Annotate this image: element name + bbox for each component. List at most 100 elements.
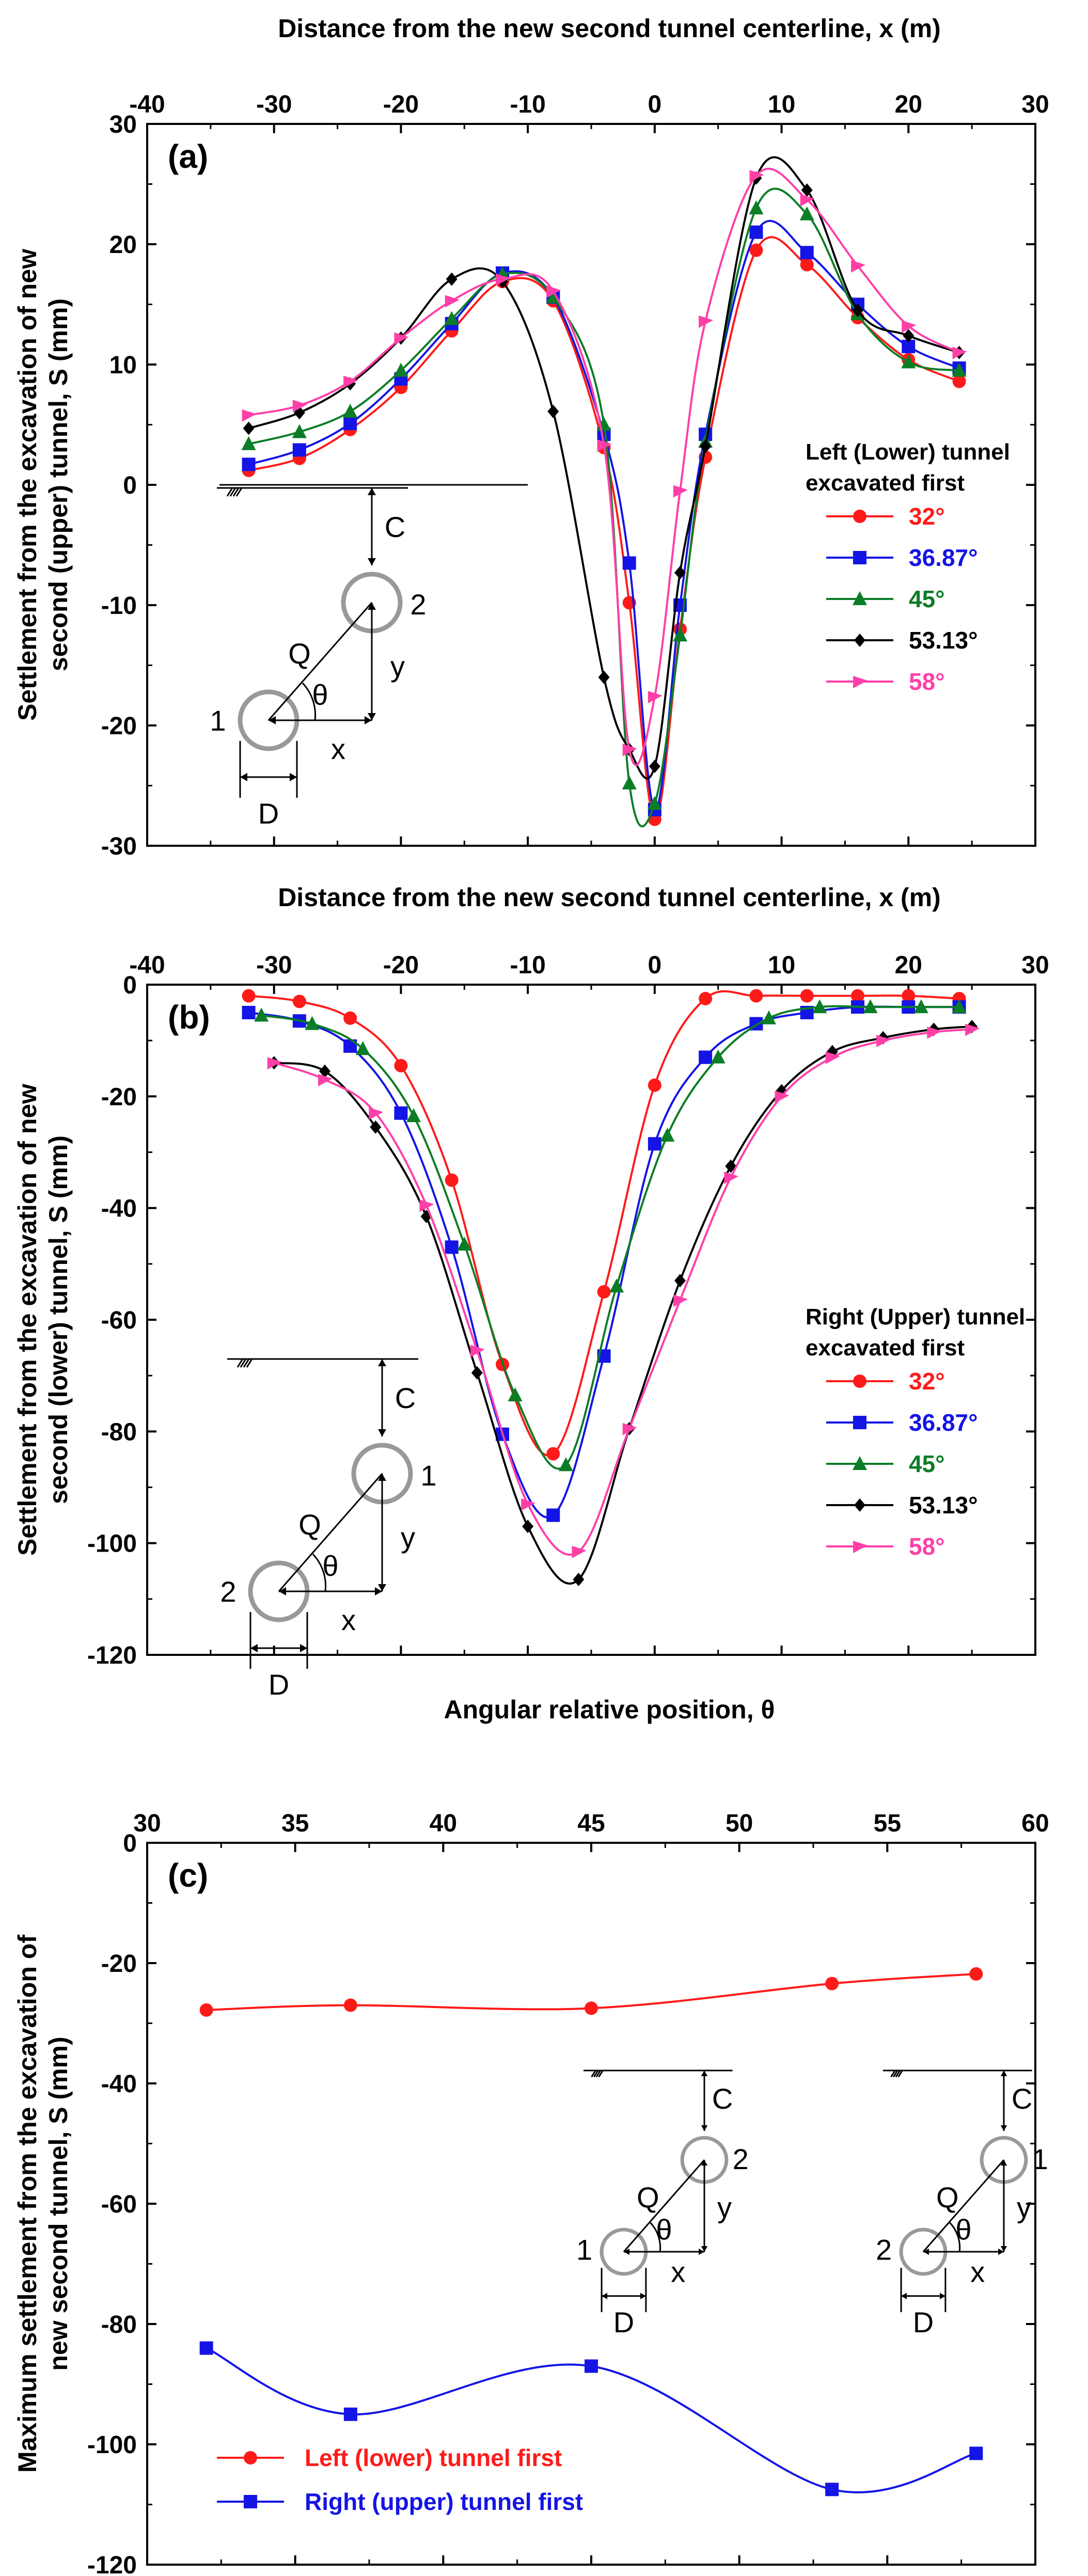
x-tick-label: -30 bbox=[256, 952, 292, 979]
data-point bbox=[648, 691, 663, 704]
plot-frame bbox=[146, 1842, 1036, 2566]
data-point bbox=[546, 289, 561, 304]
inset-line bbox=[598, 2070, 604, 2078]
data-point bbox=[343, 2407, 357, 2421]
data-point bbox=[913, 999, 928, 1014]
data-point bbox=[927, 1026, 942, 1039]
tunnel-label-left: 1 bbox=[210, 704, 226, 737]
inset-arrowhead bbox=[699, 2248, 704, 2255]
y-tick-label: 0 bbox=[123, 472, 137, 499]
data-point bbox=[547, 404, 559, 418]
inset-arrowhead bbox=[378, 1359, 386, 1366]
y-tick-label: -20 bbox=[101, 713, 137, 740]
theta-arc bbox=[302, 682, 317, 721]
chart-panel-c: 30 35 40 45 50 55 60 -120 -100 -80 -60 -40 -20 0 Maxim… bbox=[13, 1810, 1049, 2576]
series-a-3 bbox=[243, 156, 965, 780]
x-tick-label: -40 bbox=[129, 952, 165, 979]
y-tick-label: -60 bbox=[101, 1307, 137, 1334]
legend-label: 58° bbox=[909, 1533, 945, 1560]
inset-label-c: C bbox=[395, 1382, 416, 1414]
data-point bbox=[800, 194, 815, 207]
series-line bbox=[248, 187, 959, 828]
data-point bbox=[558, 1457, 573, 1472]
data-point bbox=[749, 200, 764, 215]
data-point bbox=[749, 243, 763, 257]
inset-arrowhead bbox=[1000, 2160, 1007, 2166]
inset-line bbox=[623, 2159, 705, 2252]
series-a-0 bbox=[242, 236, 966, 826]
legend-marker bbox=[853, 676, 868, 688]
data-point bbox=[952, 362, 967, 377]
inset-line bbox=[591, 2070, 596, 2078]
data-point bbox=[965, 1023, 980, 1036]
chart-panel-b: -40 -30 -20 -10 0 10 20 30-120-100-80-60-40-200… bbox=[13, 883, 1049, 1701]
legend-label: 36.87° bbox=[909, 1409, 978, 1436]
x-tick-label: 0 bbox=[648, 91, 662, 118]
data-point bbox=[457, 1236, 472, 1251]
inset-arrowhead bbox=[368, 603, 376, 610]
x-tick-label: -10 bbox=[510, 91, 545, 118]
inset-label-c: C bbox=[385, 511, 405, 543]
inset-arrowhead bbox=[250, 1644, 258, 1652]
x-tick-label: -20 bbox=[383, 952, 419, 979]
data-point bbox=[622, 1423, 637, 1435]
x-tick-label: 0 bbox=[648, 952, 662, 979]
data-point bbox=[243, 421, 255, 435]
data-point bbox=[394, 1058, 408, 1072]
data-point bbox=[508, 1387, 523, 1402]
data-point bbox=[775, 1091, 790, 1103]
inset-line bbox=[278, 1473, 383, 1592]
inset-arrowhead bbox=[378, 1584, 386, 1591]
data-point bbox=[546, 1508, 560, 1522]
inset-diagram: CθQ y x D 1 2 bbox=[210, 487, 427, 830]
inset-label-theta: θ bbox=[312, 678, 328, 711]
data-point bbox=[649, 760, 660, 773]
inset-line bbox=[890, 2070, 896, 2078]
y-tick-label: -80 bbox=[101, 1418, 137, 1446]
inset-diagram-right: CθQ yx D 2 1 bbox=[876, 2069, 1048, 2338]
data-point bbox=[674, 566, 686, 580]
data-point bbox=[445, 1173, 459, 1187]
data-point bbox=[901, 354, 916, 369]
legend-marker bbox=[244, 2495, 257, 2508]
x-tick-label: -40 bbox=[129, 91, 165, 118]
data-point bbox=[546, 1447, 560, 1461]
inset-label-d: D bbox=[913, 2306, 934, 2338]
y-tick-label: 0 bbox=[123, 1830, 137, 1857]
legend-marker bbox=[244, 2451, 257, 2464]
inset-arrowhead bbox=[701, 2071, 708, 2076]
inset-label-q: Q bbox=[637, 2181, 659, 2214]
x-tick-label: 30 bbox=[1021, 952, 1049, 979]
inset-label-y: y bbox=[390, 650, 405, 683]
panel-label: (b) bbox=[168, 999, 210, 1036]
inset-line bbox=[893, 2070, 898, 2078]
y-tick-label: -100 bbox=[87, 2431, 137, 2459]
inset-line bbox=[922, 2159, 1005, 2252]
data-point bbox=[799, 206, 814, 220]
inset-arrowhead bbox=[365, 716, 372, 724]
tunnel-label-left: 1 bbox=[576, 2234, 592, 2266]
x-tick-label: 40 bbox=[430, 1810, 457, 1837]
y-tick-label: 10 bbox=[109, 352, 137, 379]
x-tick-label: 10 bbox=[768, 952, 795, 979]
data-point bbox=[749, 989, 763, 1003]
inset-label-d: D bbox=[258, 797, 279, 830]
legend-label: 32° bbox=[909, 1368, 945, 1395]
data-point bbox=[585, 2001, 598, 2015]
data-point bbox=[622, 744, 637, 756]
y-tick-label: -10 bbox=[101, 592, 137, 620]
y-tick-label: -40 bbox=[101, 1195, 137, 1223]
data-point bbox=[648, 1078, 661, 1092]
x-tick-label: 45 bbox=[577, 1810, 605, 1837]
panel-label: (c) bbox=[168, 1857, 208, 1894]
inset-arrowhead bbox=[624, 2248, 629, 2255]
x-tick-label: 20 bbox=[895, 952, 922, 979]
inset-line bbox=[235, 487, 243, 497]
data-point bbox=[660, 1128, 675, 1142]
inset-arrowhead bbox=[269, 716, 276, 724]
inset-arrowhead bbox=[378, 1474, 386, 1481]
data-point bbox=[355, 1041, 370, 1055]
y-tick-label: 30 bbox=[109, 111, 137, 138]
data-point bbox=[863, 999, 878, 1014]
